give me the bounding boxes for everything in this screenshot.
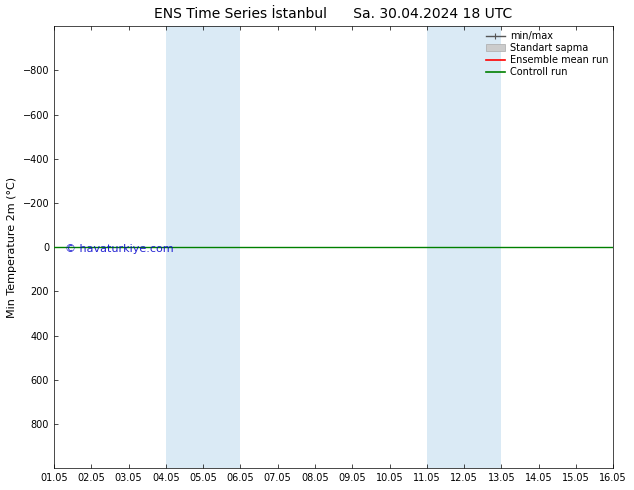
Text: © havaturkiye.com: © havaturkiye.com	[65, 245, 174, 254]
Bar	[166, 26, 240, 468]
Legend: min/max, Standart sapma, Ensemble mean run, Controll run: min/max, Standart sapma, Ensemble mean r…	[486, 31, 609, 77]
Title: ENS Time Series İstanbul      Sa. 30.04.2024 18 UTC: ENS Time Series İstanbul Sa. 30.04.2024 …	[155, 7, 513, 21]
Bar	[427, 26, 501, 468]
Y-axis label: Min Temperature 2m (°C): Min Temperature 2m (°C)	[7, 177, 17, 318]
